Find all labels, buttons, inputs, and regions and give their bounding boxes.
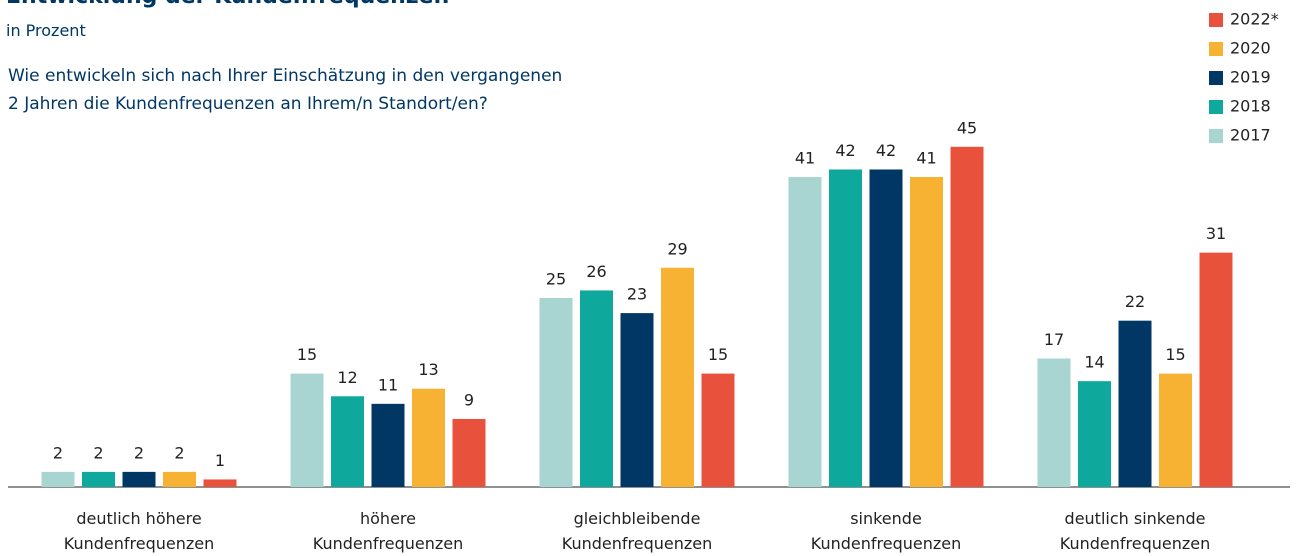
legend-label: 2017 (1230, 126, 1271, 145)
data-label: 15 (297, 345, 317, 364)
bar (122, 471, 156, 487)
annotation: Wie entwickeln sich nach Ihrer Einschätz… (8, 66, 563, 114)
data-label: 17 (1044, 330, 1064, 349)
data-label: 42 (835, 141, 855, 160)
data-label: 41 (795, 149, 815, 168)
bar (1199, 252, 1233, 487)
data-label: 15 (1165, 345, 1185, 364)
data-label: 9 (464, 390, 474, 409)
data-label: 2 (53, 443, 63, 462)
data-label: 13 (418, 360, 438, 379)
data-label: 22 (1125, 292, 1145, 311)
data-label: 14 (1084, 353, 1104, 372)
data-label: 29 (667, 239, 687, 258)
x-tick-label: sinkende Kundenfrequenzen (810, 509, 962, 553)
data-label: 1 (215, 451, 225, 470)
bar (580, 290, 613, 487)
legend-swatch (1209, 13, 1223, 27)
legend-swatch (1209, 129, 1223, 143)
data-label: 23 (627, 285, 647, 304)
data-label: 11 (378, 375, 398, 394)
data-label: 45 (957, 118, 977, 137)
bar (788, 177, 822, 488)
data-label: 2 (134, 443, 144, 462)
bar (290, 373, 324, 487)
bar (950, 146, 984, 488)
bar (452, 418, 486, 487)
data-label: 26 (586, 262, 606, 281)
bar (1118, 320, 1152, 487)
bar (371, 403, 405, 487)
data-label: 25 (546, 270, 566, 289)
bar (661, 267, 694, 487)
chart-title: Entwicklung der Kundenfrequenzen (6, 0, 449, 9)
bar (203, 479, 237, 487)
legend-label: 2022* (1230, 10, 1279, 29)
bar (701, 373, 735, 487)
bar (163, 471, 196, 487)
bar (869, 169, 903, 488)
x-tick-label: höhere Kundenfrequenzen (312, 509, 464, 553)
bar (82, 471, 115, 487)
legend-label: 2020 (1230, 39, 1271, 58)
bar (41, 471, 75, 487)
bar (331, 396, 364, 487)
data-label: 2 (174, 443, 184, 462)
legend-label: 2019 (1230, 68, 1271, 87)
bar (539, 298, 573, 487)
bar (1159, 373, 1192, 487)
data-label: 2 (93, 443, 103, 462)
bar (1037, 358, 1071, 487)
legend-swatch (1209, 100, 1223, 114)
bar (1078, 381, 1111, 487)
data-label: 31 (1206, 224, 1226, 243)
legend-label: 2018 (1230, 97, 1271, 116)
bar (829, 169, 862, 488)
legend-swatch (1209, 71, 1223, 85)
data-label: 12 (337, 368, 357, 387)
bar (620, 313, 654, 487)
chart-subtitle: in Prozent (6, 21, 86, 40)
data-label: 42 (876, 141, 896, 160)
legend-swatch (1209, 42, 1223, 56)
x-tick-label: gleichbleibende Kundenfrequenzen (561, 509, 713, 553)
x-tick-label: deutlich höhere Kundenfrequenzen (63, 509, 215, 553)
x-tick-label: deutlich sinkende Kundenfrequenzen (1059, 509, 1211, 553)
bar (412, 388, 445, 487)
data-label: 41 (916, 149, 936, 168)
bar (910, 177, 943, 488)
data-label: 15 (708, 345, 728, 364)
